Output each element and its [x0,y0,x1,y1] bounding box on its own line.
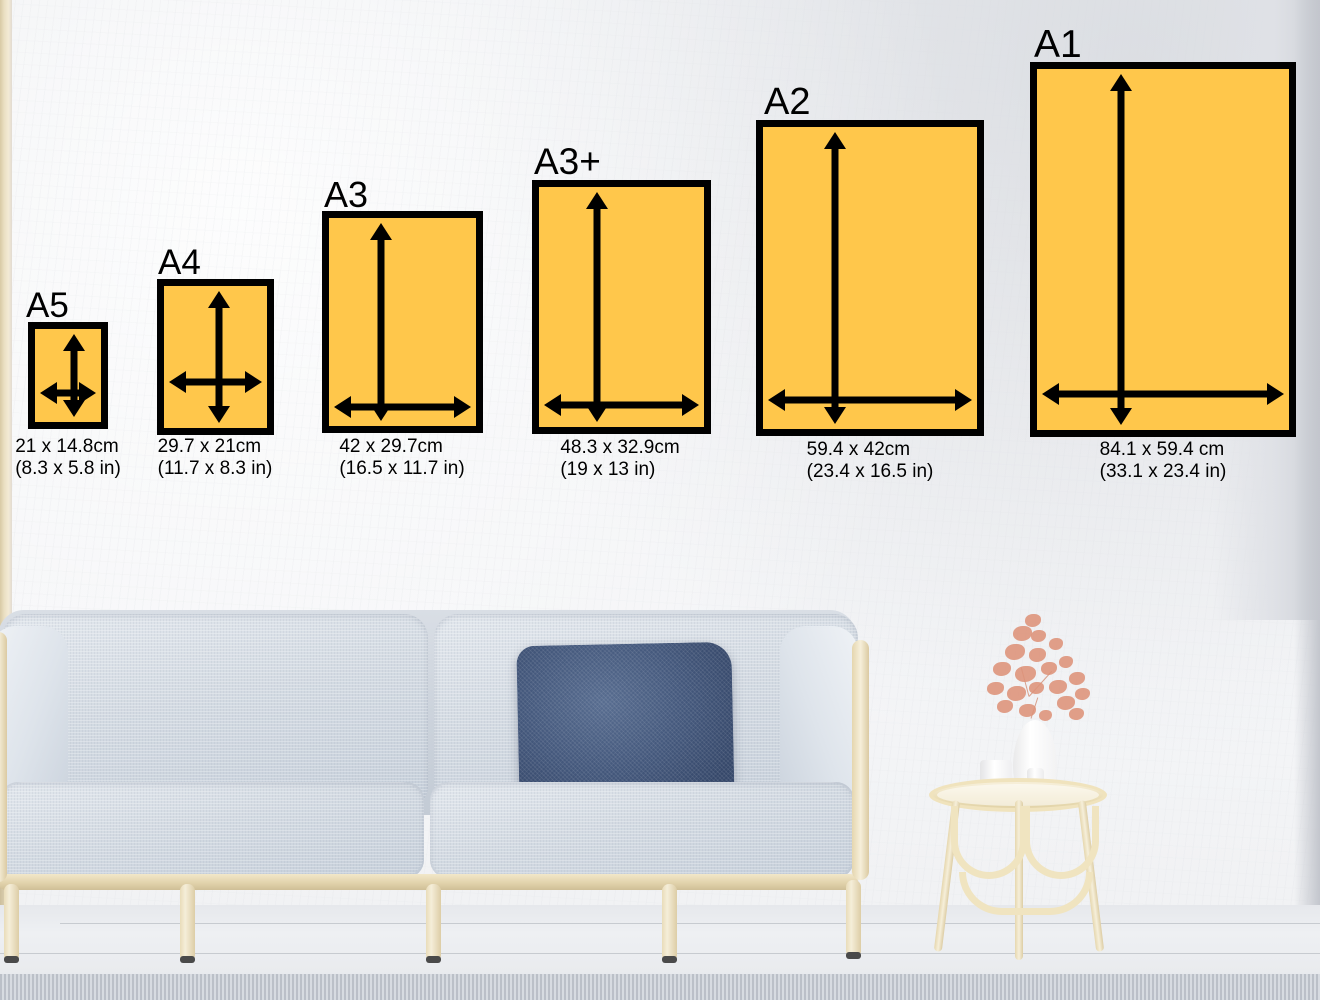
size-caption-in-a5: (8.3 x 5.8 in) [15,458,121,479]
size-group-a5 [28,322,108,429]
size-caption-a3plus: 48.3 x 32.9cm (19 x 13 in) [560,437,679,481]
size-caption-cm-a3plus: 48.3 x 32.9cm [560,437,680,458]
sofa-leg-4 [662,884,677,962]
size-group-a2 [756,120,984,436]
sofa-seat-cushion-right [430,782,854,878]
table-arc-3 [959,872,1093,915]
size-label-a5: A5 [26,286,69,325]
size-label-a2: A2 [764,81,811,123]
size-group-a3plus [532,180,711,434]
sofa-leg-5 [846,880,861,958]
width-arrow-a3 [334,396,471,418]
size-group-a3 [322,211,483,433]
height-arrow-a5 [63,334,85,417]
height-arrow-a3plus [586,192,608,422]
width-arrow-a2 [768,389,972,411]
rug [0,974,1320,1000]
sofa-leg-foot-2 [180,956,195,963]
size-group-a4 [157,279,274,435]
height-arrow-a1 [1110,74,1132,425]
sofa-leg-foot-4 [662,956,677,963]
sofa-arm-right [780,626,858,802]
size-caption-cm-a5: 21 x 14.8cm [15,436,119,457]
sofa-leg-foot-5 [846,952,861,959]
size-caption-cm-a4: 29.7 x 21cm [157,436,262,457]
sofa-leg-foot-3 [426,956,441,963]
width-arrow-a5 [40,382,96,404]
table-leg-2 [1015,800,1023,960]
size-caption-in-a1: (33.1 x 23.4 in) [1099,461,1227,482]
sofa-leg-foot-1 [4,956,19,963]
sofa-arm-post-left [0,632,7,882]
size-label-a3: A3 [324,174,369,215]
size-caption-a5: 21 x 14.8cm (8.3 x 5.8 in) [15,436,121,480]
size-rect-a1 [1030,62,1296,437]
size-caption-in-a4: (11.7 x 8.3 in) [157,458,273,479]
size-rect-a2 [756,120,984,436]
table-arc-2 [1023,806,1099,879]
table-top-glass [937,784,1099,806]
width-arrow-a3plus [544,394,699,416]
left-wood-trim [0,0,12,700]
wall-right-edge-shadow [1294,0,1320,952]
size-rect-a3plus [532,180,711,434]
size-caption-a1: 84.1 x 59.4 cm (33.1 x 23.4 in) [1100,439,1227,483]
height-arrow-a3 [370,223,392,421]
size-caption-in-a3plus: (19 x 13 in) [560,459,656,480]
table-arc-1 [951,806,1027,879]
sofa-seat-cushion-left [0,782,424,878]
sofa-back-cushion-left [2,614,428,810]
height-arrow-a4 [208,291,230,423]
size-caption-cm-a3: 42 x 29.7cm [339,436,443,457]
size-label-a3plus: A3+ [534,141,601,182]
width-arrow-a4 [169,371,262,393]
sofa-arm-post-right [852,640,869,880]
sofa-leg-1 [4,884,19,962]
sofa-leg-2 [180,884,195,962]
size-label-a4: A4 [158,243,201,282]
size-caption-cm-a2: 59.4 x 42cm [806,439,911,460]
width-arrow-a1 [1042,383,1284,405]
sofa-frame-rail [0,874,858,890]
size-caption-a3: 42 x 29.7cm (16.5 x 11.7 in) [339,436,464,480]
size-caption-in-a2: (23.4 x 16.5 in) [806,461,934,482]
side-table [925,600,1125,960]
size-group-a1 [1030,62,1296,437]
size-caption-cm-a1: 84.1 x 59.4 cm [1099,439,1225,460]
height-arrow-a2 [824,132,846,424]
sofa [0,592,895,963]
size-caption-a2: 59.4 x 42cm (23.4 x 16.5 in) [807,439,934,483]
dried-branch-decor [985,600,1095,735]
size-caption-a4: 29.7 x 21cm (11.7 x 8.3 in) [158,436,273,480]
sofa-arm-left [0,626,68,802]
size-caption-in-a3: (16.5 x 11.7 in) [339,458,465,479]
size-label-a1: A1 [1034,23,1082,66]
sofa-leg-3 [426,884,441,962]
